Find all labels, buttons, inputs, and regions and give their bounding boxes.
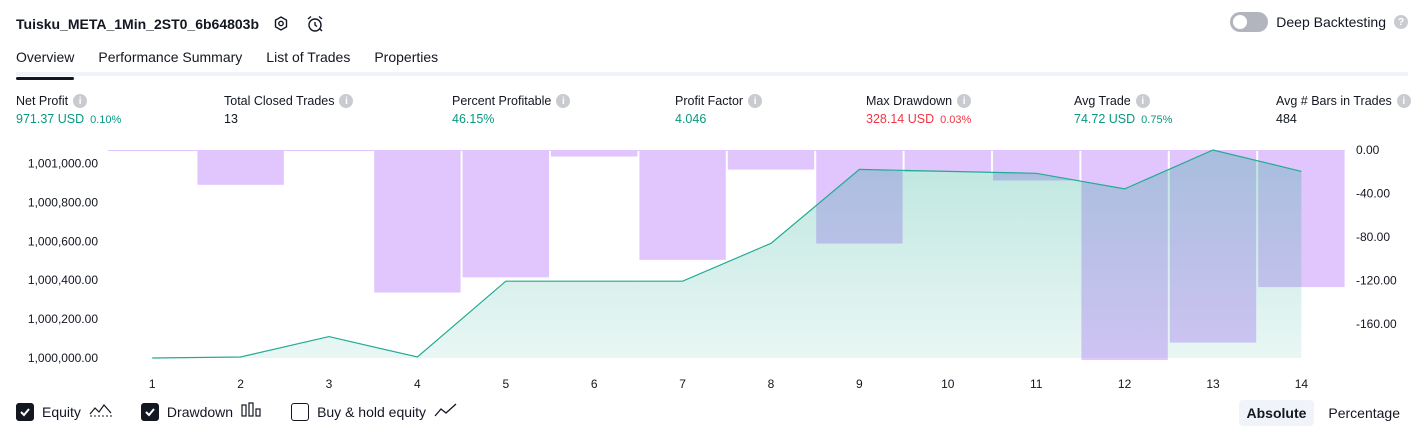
metric-value: 971.37 USD bbox=[16, 112, 85, 126]
drawdown-bars-icon bbox=[241, 402, 263, 421]
metric-label: Avg # Bars in Trades bbox=[1276, 94, 1392, 108]
metric-net-profit: Net Profit i 971.37 USD 0.10% bbox=[16, 93, 121, 126]
x-axis-tick-label: 1 bbox=[149, 377, 156, 391]
x-axis-tick-label: 3 bbox=[326, 377, 333, 391]
metric-percent: 0.10% bbox=[90, 114, 122, 126]
x-axis-tick-label: 11 bbox=[1030, 377, 1043, 391]
drawdown-checkbox[interactable] bbox=[140, 402, 159, 421]
metric-label: Percent Profitable bbox=[452, 94, 552, 108]
drawdown-bar bbox=[462, 150, 549, 278]
info-icon[interactable]: i bbox=[1396, 94, 1411, 108]
drawdown-bar bbox=[285, 150, 373, 152]
equity-area bbox=[152, 150, 1302, 358]
legend-label: Drawdown bbox=[166, 403, 234, 420]
x-axis-tick-label: 5 bbox=[502, 377, 509, 391]
absolute-button[interactable]: Absolute bbox=[1238, 400, 1315, 426]
right-axis-tick-label: -160.00 bbox=[1356, 317, 1397, 331]
deep-backtesting-control: Deep Backtesting ? bbox=[1230, 12, 1408, 32]
strategy-title: Tuisku_META_1Min_2ST0_6b64803b bbox=[16, 16, 260, 32]
alarm-clock-icon[interactable] bbox=[303, 12, 327, 36]
metric-value: 46.15% bbox=[452, 112, 495, 126]
right-axis-tick-label: -120.00 bbox=[1356, 274, 1397, 288]
strategy-header: Tuisku_META_1Min_2ST0_6b64803b bbox=[16, 12, 327, 36]
metric-total-closed-trades: Total Closed Trades i 13 bbox=[224, 93, 354, 126]
legend-buy-hold[interactable]: Buy & hold equity bbox=[291, 402, 458, 421]
drawdown-bar bbox=[639, 150, 726, 260]
x-axis-tick-label: 4 bbox=[414, 377, 421, 391]
scale-mode-switch: Absolute Percentage bbox=[1238, 400, 1409, 426]
help-icon[interactable]: ? bbox=[1394, 15, 1408, 29]
x-axis-tick-label: 12 bbox=[1118, 377, 1132, 391]
gear-icon[interactable] bbox=[269, 12, 293, 36]
metric-percent: 0.03% bbox=[940, 114, 972, 126]
left-axis-tick-label: 1,000,800.00 bbox=[28, 195, 98, 209]
deep-backtesting-toggle[interactable] bbox=[1230, 12, 1269, 32]
metric-percent-profitable: Percent Profitable i 46.15% bbox=[452, 93, 571, 126]
info-icon[interactable]: i bbox=[73, 94, 88, 108]
left-axis-tick-label: 1,000,600.00 bbox=[28, 234, 98, 248]
info-icon[interactable]: i bbox=[556, 94, 571, 108]
metric-value: 74.72 USD bbox=[1074, 112, 1136, 126]
legend-label: Equity bbox=[42, 403, 81, 420]
drawdown-bar bbox=[551, 150, 638, 157]
x-axis-tick-label: 2 bbox=[237, 377, 244, 391]
drawdown-bar bbox=[374, 150, 461, 293]
drawdown-bar bbox=[727, 150, 815, 170]
metric-label: Max Drawdown bbox=[866, 94, 953, 108]
info-icon[interactable]: i bbox=[957, 94, 972, 108]
right-axis-tick-label: 0.00 bbox=[1356, 143, 1380, 157]
metric-value: 13 bbox=[224, 112, 238, 126]
equity-line-icon bbox=[89, 402, 113, 421]
metric-value: 328.14 USD bbox=[866, 112, 935, 126]
right-axis-tick-label: -80.00 bbox=[1356, 230, 1390, 244]
left-axis-tick-label: 1,000,200.00 bbox=[28, 312, 98, 326]
percentage-button[interactable]: Percentage bbox=[1328, 405, 1400, 421]
x-axis-tick-label: 10 bbox=[941, 377, 955, 391]
x-axis-tick-label: 9 bbox=[856, 377, 863, 391]
tab-overview[interactable]: Overview bbox=[16, 44, 75, 80]
legend-equity[interactable]: Equity bbox=[16, 402, 113, 421]
info-icon[interactable]: i bbox=[1135, 94, 1150, 108]
left-axis-tick-label: 1,000,400.00 bbox=[28, 273, 98, 287]
drawdown-bar bbox=[904, 150, 991, 172]
metric-value: 4.046 bbox=[675, 112, 707, 126]
equity-line bbox=[152, 149, 1302, 359]
metric-max-drawdown: Max Drawdown i 328.14 USD 0.03% bbox=[866, 93, 971, 126]
x-axis-tick-label: 14 bbox=[1295, 377, 1309, 391]
metric-label: Avg Trade bbox=[1074, 94, 1131, 108]
metric-profit-factor: Profit Factor i 4.046 bbox=[675, 93, 763, 126]
tab-properties[interactable]: Properties bbox=[374, 49, 439, 65]
legend-label: Buy & hold equity bbox=[317, 403, 427, 420]
info-icon[interactable]: i bbox=[339, 94, 354, 108]
metric-percent: 0.75% bbox=[1141, 114, 1173, 126]
x-axis-tick-label: 6 bbox=[591, 377, 598, 391]
right-axis-tick-label: -40.00 bbox=[1356, 187, 1390, 201]
x-axis-tick-label: 13 bbox=[1206, 377, 1220, 391]
x-axis-tick-label: 7 bbox=[679, 377, 686, 391]
metric-value: 484 bbox=[1276, 112, 1297, 126]
left-axis-tick-label: 1,001,000.00 bbox=[28, 157, 98, 171]
x-axis-tick-label: 8 bbox=[768, 377, 775, 391]
legend-drawdown[interactable]: Drawdown bbox=[140, 402, 263, 421]
metric-avg-trade: Avg Trade i 74.72 USD 0.75% bbox=[1074, 93, 1172, 126]
chart-legend: Equity Drawdown Buy & hold equity bbox=[16, 402, 458, 421]
tab-list-of-trades[interactable]: List of Trades bbox=[266, 49, 351, 65]
buy-hold-checkbox[interactable] bbox=[291, 402, 310, 421]
left-axis-tick-label: 1,000,000.00 bbox=[28, 351, 98, 365]
tab-performance-summary[interactable]: Performance Summary bbox=[98, 49, 243, 65]
equity-checkbox[interactable] bbox=[16, 402, 34, 421]
deep-backtesting-label: Deep Backtesting bbox=[1276, 14, 1386, 30]
metric-label: Profit Factor bbox=[675, 94, 744, 108]
drawdown-bar bbox=[109, 150, 196, 152]
equity-drawdown-chart: 1,001,000.00 1,000,800.00 1,000,600.00 1,00… bbox=[28, 143, 1397, 391]
metric-avg-bars: Avg # Bars in Trades i 484 bbox=[1276, 93, 1411, 126]
info-icon[interactable]: i bbox=[748, 94, 763, 108]
drawdown-bar bbox=[197, 150, 284, 185]
buy-hold-line-icon bbox=[434, 402, 458, 421]
metric-label: Net Profit bbox=[16, 94, 69, 108]
report-tabs: Overview Performance Summary List of Tra… bbox=[16, 44, 1408, 80]
metric-label: Total Closed Trades bbox=[224, 94, 335, 108]
